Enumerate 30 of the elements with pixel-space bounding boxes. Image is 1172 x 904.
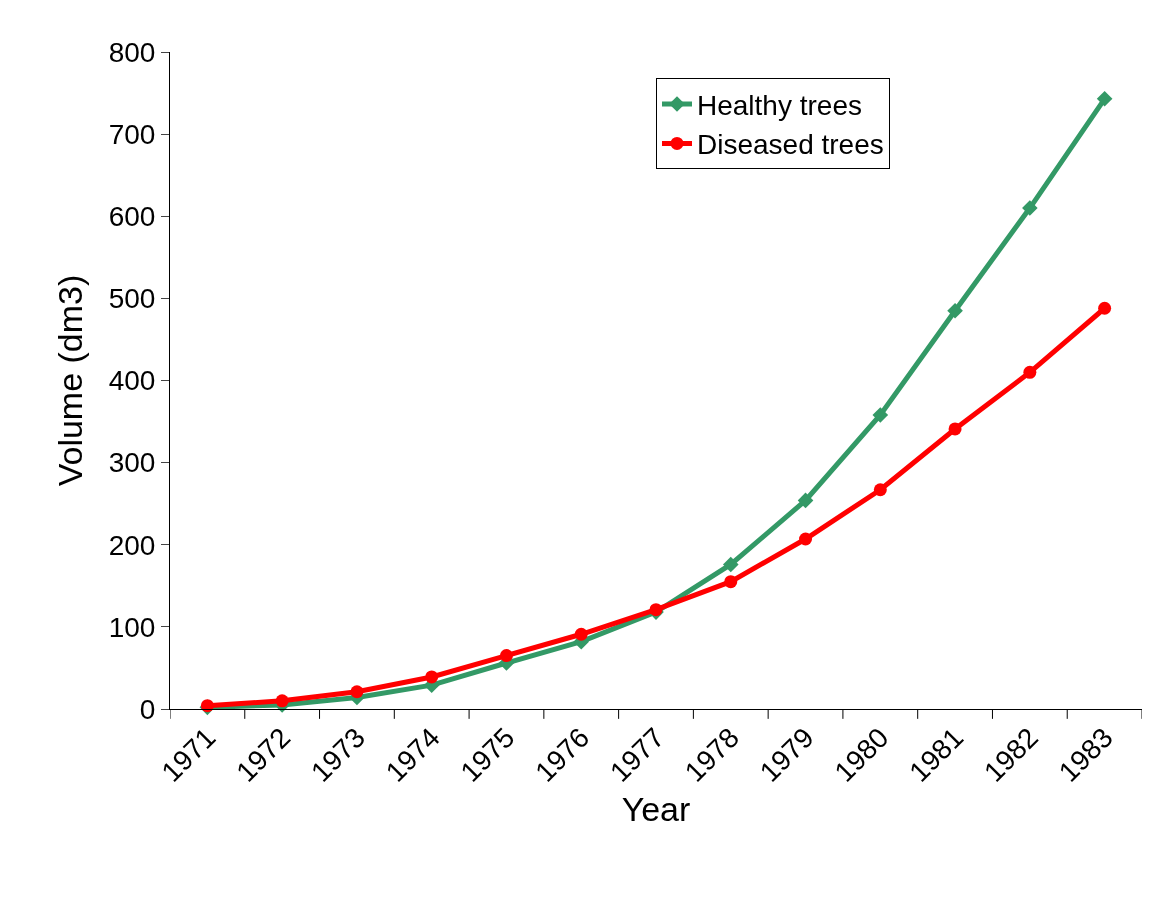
y-tick-label: 800 [108, 36, 156, 68]
y-tick-label: 100 [108, 611, 156, 643]
y-tick-label: 500 [108, 283, 156, 315]
point [1023, 365, 1037, 379]
point [948, 422, 962, 436]
point [799, 532, 813, 546]
y-tick-label: 400 [108, 365, 156, 397]
point [499, 649, 513, 663]
legend-label: Healthy trees [697, 89, 862, 121]
point [873, 483, 887, 497]
y-axis-title: Volume (dm3) [51, 274, 90, 487]
y-tick-label: 0 [139, 693, 156, 725]
y-tick-label: 700 [108, 118, 156, 150]
x-axis-title: Year [621, 790, 691, 829]
point [425, 670, 439, 684]
point [797, 492, 814, 509]
y-tick-label: 600 [108, 201, 156, 233]
point [1022, 200, 1038, 216]
point [1098, 301, 1112, 315]
y-tick-label: 200 [108, 529, 156, 561]
legend-label: Diseased trees [697, 129, 884, 161]
point [724, 575, 738, 589]
point [1096, 91, 1113, 107]
point [872, 407, 889, 423]
point [350, 685, 364, 699]
point [947, 302, 963, 319]
point [275, 694, 289, 708]
y-tick-label: 300 [108, 447, 156, 479]
point [574, 627, 588, 641]
point [722, 556, 739, 573]
